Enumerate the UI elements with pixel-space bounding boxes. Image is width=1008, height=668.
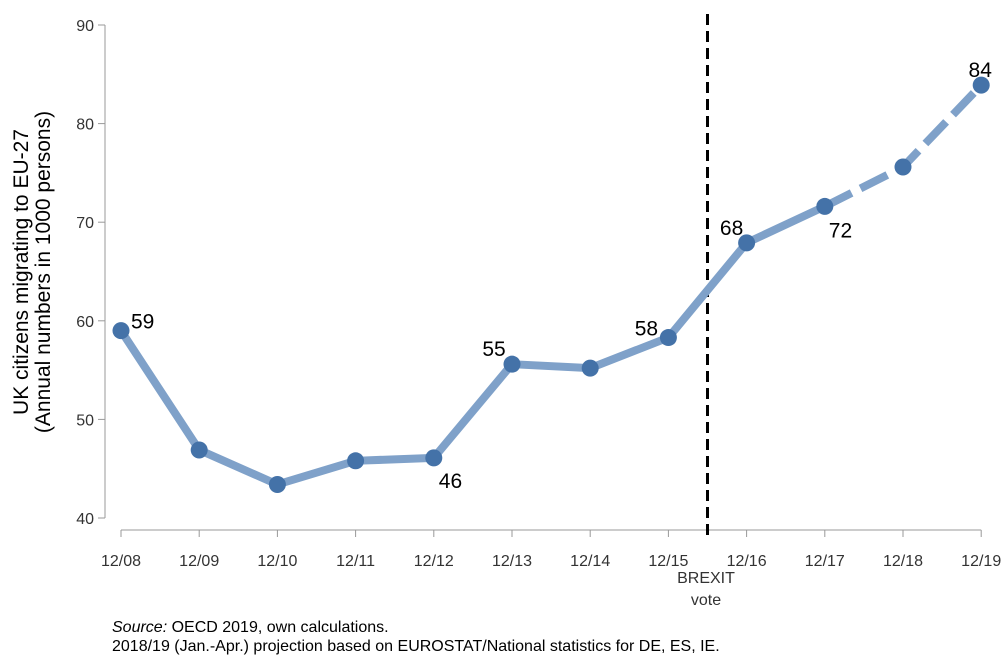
- data-point: [894, 158, 912, 176]
- data-label: 72: [829, 219, 852, 242]
- x-tick-label: 12/10: [257, 553, 297, 570]
- data-point: [659, 329, 677, 347]
- data-label: 84: [969, 59, 993, 82]
- data-label: 55: [482, 338, 505, 361]
- data-point: [503, 355, 521, 373]
- y-tick-label: 60: [76, 314, 94, 331]
- x-tick-label: 12/12: [414, 553, 454, 570]
- data-point: [347, 452, 365, 470]
- data-point: [112, 322, 130, 340]
- y-axis-title-line2: (Annual numbers in 1000 persons): [32, 111, 55, 433]
- brexit-marker: BREXIT vote: [677, 14, 735, 609]
- source-line1: Source: OECD 2019, own calculations.: [112, 618, 720, 637]
- data-point: [268, 475, 286, 493]
- data-point: [972, 76, 990, 94]
- series-line: [117, 202, 829, 489]
- x-tick-label: 12/09: [179, 553, 219, 570]
- source-note: Source: OECD 2019, own calculations. 201…: [112, 618, 720, 656]
- source-line2: 2018/19 (Jan.-Apr.) projection based on …: [112, 638, 720, 655]
- data-point: [581, 359, 599, 377]
- x-tick-label: 12/08: [101, 553, 141, 570]
- brexit-label-line1: BREXIT: [677, 570, 735, 587]
- source-text: OECD 2019, own calculations.: [167, 619, 389, 636]
- data-point: [425, 449, 443, 467]
- y-axis-title: UK citizens migrating to EU-27 (Annual n…: [10, 111, 55, 433]
- y-tick-label: 50: [76, 412, 94, 429]
- data-label: 59: [131, 311, 154, 334]
- y-tick-label: 70: [76, 215, 94, 232]
- brexit-label-line2: vote: [691, 592, 721, 609]
- x-tick-label: 12/14: [570, 553, 610, 570]
- series: [112, 76, 990, 493]
- x-tick-label: 12/17: [805, 553, 845, 570]
- data-label: 58: [635, 318, 658, 341]
- data-point: [190, 441, 208, 459]
- data-labels: 59 46 55 58 68 72 84: [131, 59, 992, 493]
- data-point: [738, 234, 756, 252]
- x-tick-label: 12/15: [648, 553, 688, 570]
- x-tick-label: 12/18: [883, 553, 923, 570]
- source-prefix: Source:: [112, 619, 168, 636]
- data-point: [816, 197, 834, 215]
- x-tick-label: 12/11: [336, 553, 375, 570]
- y-tick-label: 80: [76, 117, 94, 134]
- x-tick-label: 12/13: [492, 553, 532, 570]
- y-tick-label: 90: [76, 18, 94, 35]
- y-tick-label: 40: [76, 511, 94, 528]
- y-axis-title-line1: UK citizens migrating to EU-27: [10, 129, 33, 415]
- axes: 40 50 60 70 80 90 12/08 12/09 12/10 12/11 12/12 12/…: [76, 18, 1001, 570]
- projection-line: [822, 82, 985, 210]
- x-tick-label: 12/16: [727, 553, 767, 570]
- x-tick-label: 12/19: [961, 553, 1001, 570]
- data-label: 46: [439, 470, 462, 493]
- data-label: 68: [720, 217, 743, 240]
